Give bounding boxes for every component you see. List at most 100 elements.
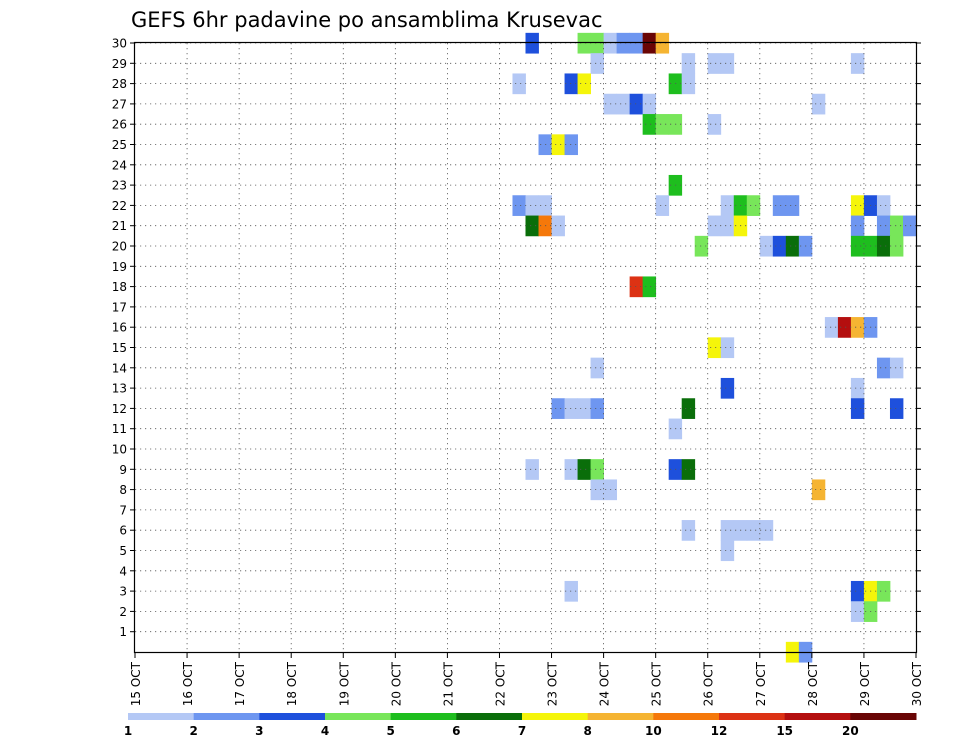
y-tick-label: 2 — [119, 605, 127, 619]
y-tick-label: 30 — [112, 37, 127, 51]
color-legend: 1 2 3 4 5 6 7 8 10 12 15 20 — [124, 713, 917, 738]
legend-swatch — [522, 713, 589, 720]
heatmap-cell — [525, 195, 539, 216]
heatmap-cell — [811, 93, 826, 115]
heatmap-cell — [681, 53, 696, 74]
legend-swatch — [128, 713, 195, 720]
y-tick-label: 1 — [119, 625, 127, 639]
legend-label: 7 — [518, 724, 526, 738]
legend-label: 3 — [255, 724, 263, 738]
heatmap-cell — [824, 317, 839, 338]
y-tick-label: 24 — [112, 158, 127, 172]
x-axis-labels: 15 OCT 16 OCT 17 OCT 18 OCT 19 OCT 20 OCT 21 O… — [129, 661, 924, 706]
y-tick-label: 27 — [112, 97, 127, 111]
x-tick-label: 19 OCT — [337, 661, 351, 706]
y-tick-label: 13 — [112, 382, 127, 396]
heatmap-cell — [707, 337, 722, 359]
heatmap-cell — [629, 93, 644, 115]
heatmap-cell — [889, 398, 904, 419]
heatmap-cell — [551, 398, 565, 419]
chart-title: GEFS 6hr padavine po ansamblima Krusevac — [131, 8, 603, 32]
heatmap-cell — [564, 398, 578, 419]
heatmap-cell — [746, 195, 761, 216]
y-tick-label: 15 — [112, 341, 127, 355]
heatmap-cell — [772, 235, 787, 257]
heatmap-cell — [655, 32, 670, 54]
legend-label: 8 — [583, 724, 591, 738]
legend-swatch — [325, 713, 392, 720]
y-tick-label: 16 — [112, 321, 127, 335]
y-tick-label: 19 — [112, 260, 127, 274]
y-tick-label: 7 — [119, 503, 127, 517]
heatmap-cell — [681, 73, 696, 95]
heatmap-cell — [512, 73, 526, 95]
heatmap-cell — [811, 479, 826, 501]
heatmap-cell — [876, 357, 891, 379]
legend-swatch — [193, 713, 260, 720]
legend-swatch — [456, 713, 523, 720]
heatmap-cell — [707, 215, 722, 237]
heatmap-cell — [850, 398, 865, 419]
x-tick-label: 27 OCT — [754, 661, 768, 706]
heatmap-cell — [642, 276, 657, 298]
heatmap-cell — [564, 134, 578, 156]
heatmap-cell — [642, 32, 657, 54]
heatmap-cell — [876, 215, 891, 237]
x-tick-label: 15 OCT — [129, 661, 143, 706]
legend-swatch — [784, 713, 851, 720]
heatmap-cell — [720, 337, 735, 359]
heatmap-cell — [681, 520, 696, 541]
heatmap-cells — [512, 32, 917, 663]
heatmap-cell — [850, 235, 865, 257]
heatmap-cell — [785, 235, 800, 257]
heatmap-cell — [564, 580, 578, 602]
heatmap-cell — [837, 317, 852, 338]
heatmap-cell — [655, 195, 670, 216]
legend-label: 10 — [645, 724, 662, 738]
y-tick-label: 6 — [119, 524, 127, 538]
heatmap-cell — [850, 215, 865, 237]
heatmap-cell — [720, 195, 735, 216]
legend-swatch — [719, 713, 786, 720]
heatmap-cell — [759, 520, 774, 541]
x-tick-label: 28 OCT — [806, 661, 820, 706]
y-tick-label: 3 — [119, 585, 127, 599]
y-tick-label: 25 — [112, 138, 127, 152]
heatmap-cell — [590, 357, 604, 379]
heatmap-cell — [876, 195, 891, 216]
x-tick-label: 30 OCT — [910, 661, 924, 706]
legend-label: 12 — [711, 724, 728, 738]
heatmap-cell — [590, 53, 604, 74]
heatmap-cell — [720, 53, 735, 74]
heatmap-cell — [642, 114, 657, 135]
heatmap-cell — [629, 276, 644, 298]
heatmap-cell — [512, 195, 526, 216]
heatmap-cell — [590, 459, 604, 480]
heatmap-cell — [577, 32, 591, 54]
heatmap-cell — [720, 377, 735, 399]
legend-swatch — [587, 713, 654, 720]
heatmap-cell — [772, 195, 787, 216]
heatmap-cell — [551, 134, 565, 156]
axis-ticks — [130, 42, 921, 658]
heatmap-cell — [707, 114, 722, 135]
heatmap-cell — [525, 32, 539, 54]
heatmap-cell — [694, 235, 709, 257]
heatmap-cell — [876, 235, 891, 257]
heatmap-cell — [746, 520, 761, 541]
heatmap-cell — [850, 317, 865, 338]
y-tick-label: 29 — [112, 57, 127, 71]
legend-label: 1 — [124, 724, 132, 738]
heatmap-cell — [616, 32, 631, 54]
y-tick-label: 21 — [112, 219, 127, 233]
y-axis-labels: 1234567891011121314151617181920212223242… — [112, 37, 127, 640]
heatmap-cell — [850, 601, 865, 622]
heatmap-cell — [577, 73, 591, 95]
heatmap-cell — [629, 32, 644, 54]
heatmap-cell — [655, 114, 670, 135]
legend-label: 6 — [452, 724, 460, 738]
heatmap-cell — [889, 357, 904, 379]
y-tick-label: 22 — [112, 199, 127, 213]
heatmap-cell — [590, 398, 604, 419]
